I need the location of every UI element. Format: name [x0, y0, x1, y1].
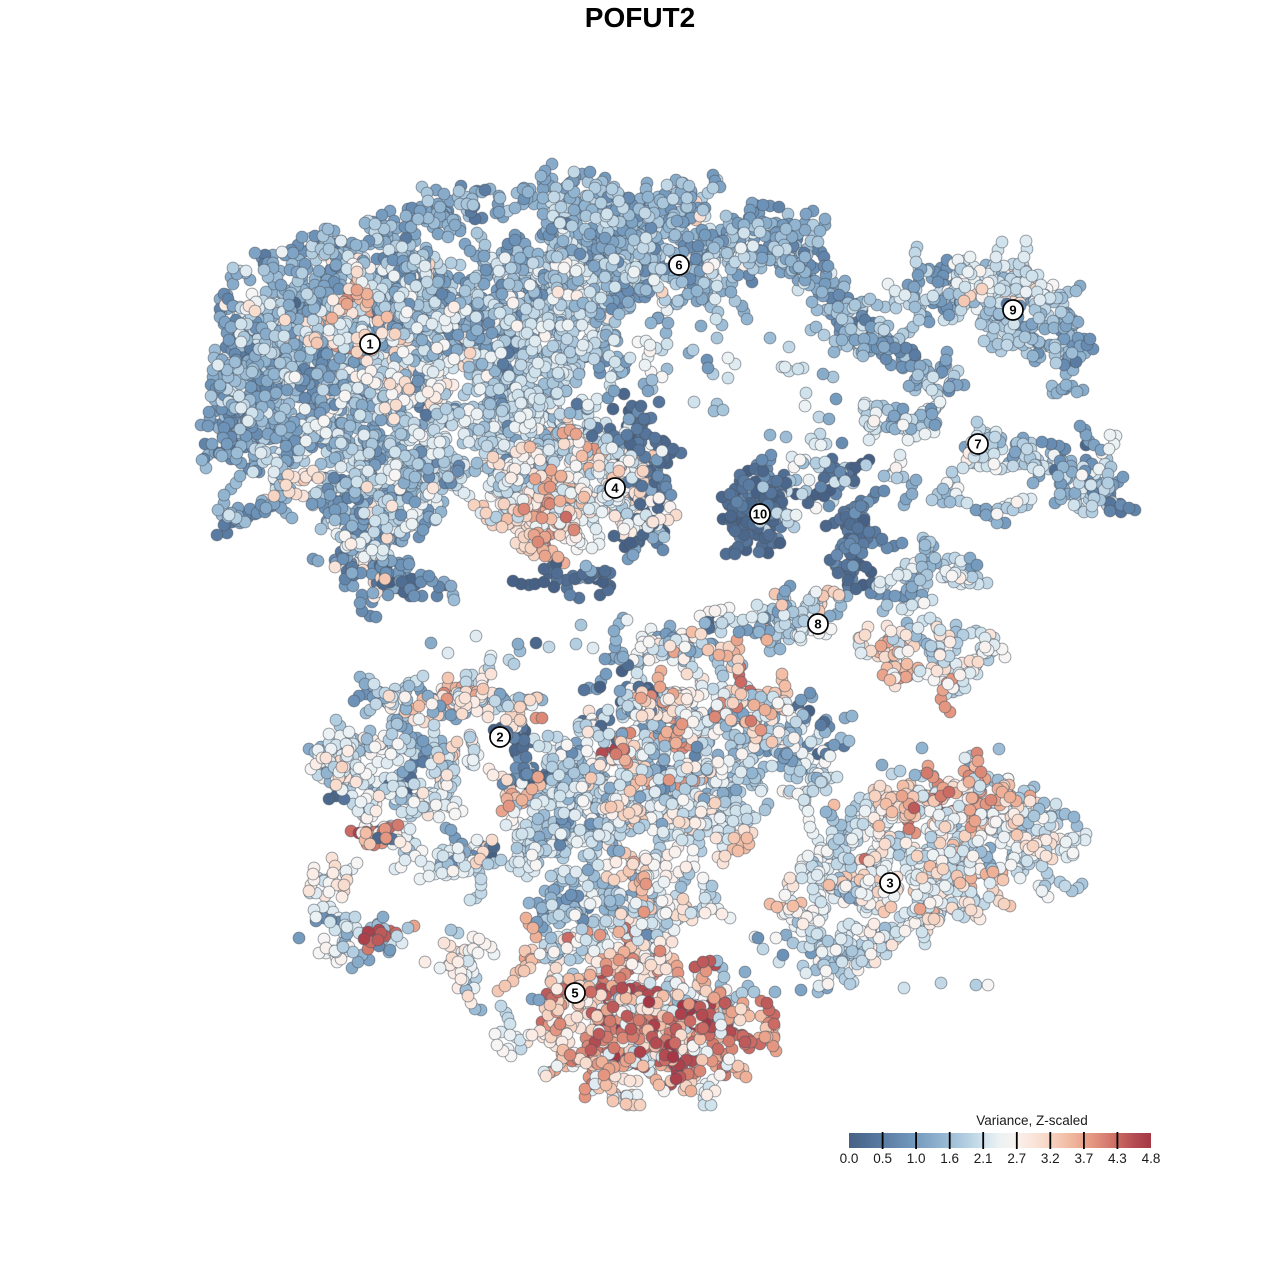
svg-text:POFUT2: POFUT2	[585, 2, 695, 33]
